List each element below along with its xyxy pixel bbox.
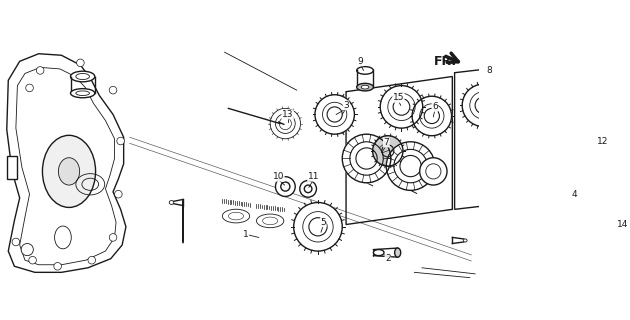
Text: 4: 4: [571, 190, 577, 199]
Circle shape: [109, 234, 117, 241]
Circle shape: [115, 190, 122, 198]
Circle shape: [342, 134, 391, 183]
Text: 9: 9: [358, 57, 364, 66]
Polygon shape: [7, 156, 18, 179]
Ellipse shape: [357, 67, 374, 74]
Circle shape: [381, 86, 423, 128]
Circle shape: [462, 84, 505, 127]
Text: 13: 13: [282, 110, 294, 119]
Text: 14: 14: [617, 220, 629, 229]
Ellipse shape: [357, 83, 374, 91]
Text: 7: 7: [384, 138, 389, 147]
Ellipse shape: [374, 250, 384, 256]
Circle shape: [494, 94, 527, 127]
Text: 10: 10: [273, 172, 284, 181]
Text: 11: 11: [307, 172, 319, 181]
Circle shape: [386, 142, 435, 190]
Ellipse shape: [463, 239, 467, 242]
Text: 12: 12: [597, 137, 609, 146]
Circle shape: [372, 136, 403, 166]
Text: 6: 6: [432, 102, 438, 111]
Circle shape: [26, 84, 33, 92]
Text: 5: 5: [321, 218, 326, 227]
Text: 2: 2: [385, 254, 391, 263]
Ellipse shape: [71, 71, 95, 82]
Circle shape: [270, 108, 301, 139]
Circle shape: [77, 59, 84, 67]
Circle shape: [275, 177, 295, 196]
Ellipse shape: [42, 135, 96, 207]
Circle shape: [109, 86, 117, 94]
Polygon shape: [374, 248, 398, 257]
Text: 3: 3: [343, 101, 349, 110]
Circle shape: [88, 256, 96, 264]
Circle shape: [315, 95, 355, 134]
Circle shape: [512, 98, 561, 146]
Text: 1: 1: [243, 230, 249, 239]
Circle shape: [420, 158, 447, 185]
Ellipse shape: [394, 248, 401, 257]
Circle shape: [294, 203, 342, 251]
Ellipse shape: [59, 158, 79, 185]
Circle shape: [117, 137, 124, 145]
Ellipse shape: [361, 85, 369, 89]
Circle shape: [300, 180, 316, 197]
Text: 15: 15: [392, 93, 404, 102]
Circle shape: [607, 222, 630, 246]
Circle shape: [54, 262, 61, 270]
Circle shape: [573, 124, 627, 178]
Circle shape: [29, 256, 37, 264]
Circle shape: [21, 244, 33, 256]
Circle shape: [544, 181, 590, 227]
Ellipse shape: [71, 89, 95, 98]
Text: 8: 8: [486, 66, 491, 75]
Circle shape: [37, 67, 44, 74]
Ellipse shape: [55, 226, 71, 249]
Circle shape: [547, 113, 578, 143]
Text: FR.: FR.: [434, 55, 457, 68]
Circle shape: [281, 182, 290, 191]
Circle shape: [412, 96, 452, 136]
Circle shape: [304, 185, 312, 193]
Circle shape: [12, 238, 20, 246]
Ellipse shape: [169, 201, 174, 204]
